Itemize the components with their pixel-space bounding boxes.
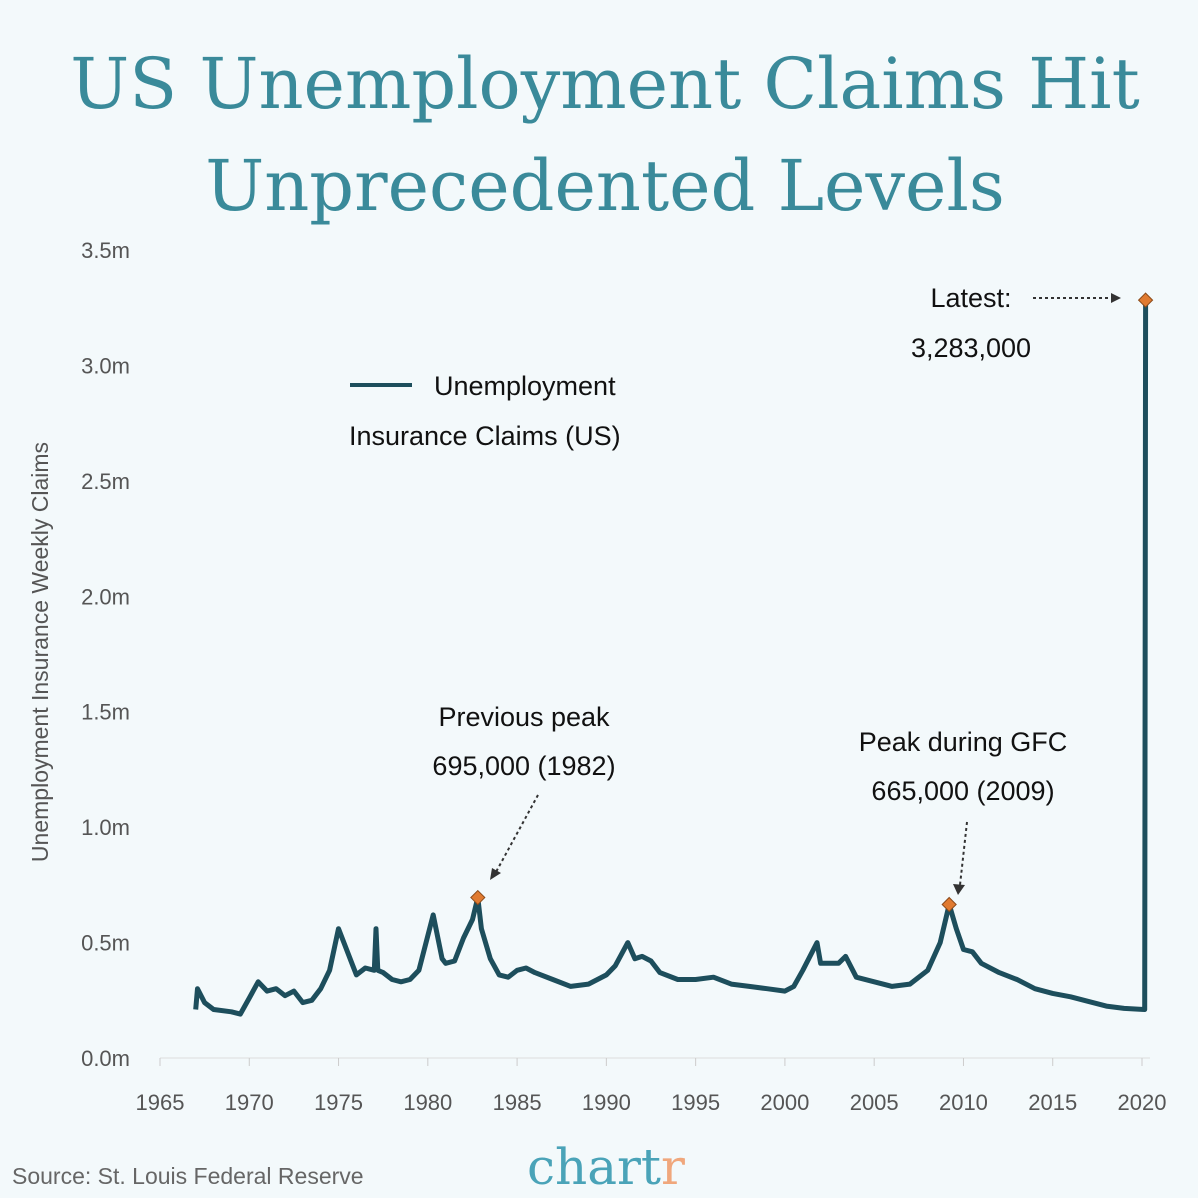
chart-title-line-2: Unprecedented Levels (205, 145, 1005, 227)
x-tick-label: 1980 (403, 1090, 452, 1115)
legend-label-line-1: Unemployment (434, 371, 616, 401)
y-tick-label: 0.5m (81, 931, 130, 956)
x-tick-label: 1975 (314, 1090, 363, 1115)
x-tick-label: 1985 (493, 1090, 542, 1115)
peak-marker (941, 896, 957, 913)
logo-end: r (661, 1138, 685, 1196)
y-tick-label: 3.0m (81, 353, 130, 378)
annotation-previous-peak-label: Previous peak (438, 702, 610, 732)
annotation-previous-peak-arrow (495, 794, 539, 873)
arrowhead-icon (953, 884, 965, 895)
annotation-previous-peak-value: 695,000 (1982) (432, 751, 615, 781)
x-tick-label: 1970 (225, 1090, 274, 1115)
x-tick-label: 1965 (136, 1090, 185, 1115)
x-tick-label: 2015 (1028, 1090, 1077, 1115)
annotation-gfc-peak-label: Peak during GFC (859, 727, 1068, 757)
arrowhead-icon (490, 868, 501, 880)
logo-main: chart (527, 1138, 661, 1196)
y-tick-label: 0.0m (81, 1046, 130, 1071)
peak-marker (470, 889, 486, 906)
chart-title-line-1: US Unemployment Claims Hit (70, 43, 1139, 125)
x-tick-label: 1990 (582, 1090, 631, 1115)
annotation-latest-label: Latest: (930, 283, 1011, 313)
arrowhead-icon (1111, 293, 1121, 303)
x-tick-label: 2000 (760, 1090, 809, 1115)
y-tick-label: 2.5m (81, 469, 130, 494)
claims-line (193, 300, 1149, 1017)
x-tick-label: 2005 (850, 1090, 899, 1115)
annotation-gfc-peak-arrow (959, 821, 968, 886)
x-tick-label: 1995 (671, 1090, 720, 1115)
x-tick-label: 2020 (1118, 1090, 1167, 1115)
y-tick-label: 2.0m (81, 584, 130, 609)
source-note: Source: St. Louis Federal Reserve (12, 1163, 364, 1189)
y-axis-label: Unemployment Insurance Weekly Claims (27, 442, 53, 862)
y-tick-label: 3.5m (81, 238, 130, 263)
legend-label-line-2: Insurance Claims (US) (349, 421, 621, 451)
annotation-latest-value: 3,283,000 (911, 333, 1031, 363)
annotation-gfc-peak-value: 665,000 (2009) (871, 776, 1054, 806)
y-tick-label: 1.5m (81, 700, 130, 725)
x-tick-label: 2010 (939, 1090, 988, 1115)
y-tick-label: 1.0m (81, 815, 130, 840)
chartr-logo: chartr (527, 1138, 685, 1196)
peak-marker (1137, 292, 1154, 308)
